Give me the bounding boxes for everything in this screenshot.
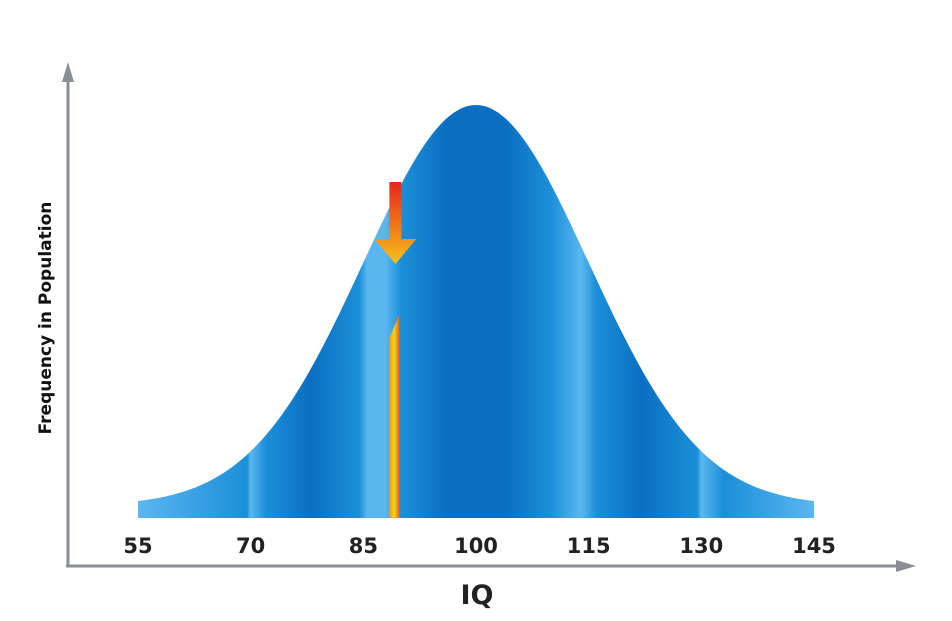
marker-down-arrow-icon	[374, 182, 417, 264]
x-axis-title: IQ	[461, 580, 494, 611]
axes	[62, 62, 916, 572]
iq-marker	[374, 182, 417, 518]
x-tick-label: 85	[349, 534, 378, 558]
marker-line	[389, 314, 400, 518]
x-tick-label: 100	[454, 534, 498, 558]
x-tick-label: 130	[679, 534, 723, 558]
x-axis-arrowhead	[896, 560, 916, 572]
x-tick-label: 70	[236, 534, 265, 558]
bell-curve-area	[138, 105, 814, 518]
x-tick-label: 115	[567, 534, 611, 558]
x-tick-label: 145	[792, 534, 836, 558]
x-tick-labels: 55 70 85 100 115 130 145	[123, 534, 836, 558]
y-axis-title: Frequency in Population	[36, 202, 56, 435]
y-axis-arrowhead	[62, 62, 74, 82]
x-tick-label: 55	[123, 534, 152, 558]
